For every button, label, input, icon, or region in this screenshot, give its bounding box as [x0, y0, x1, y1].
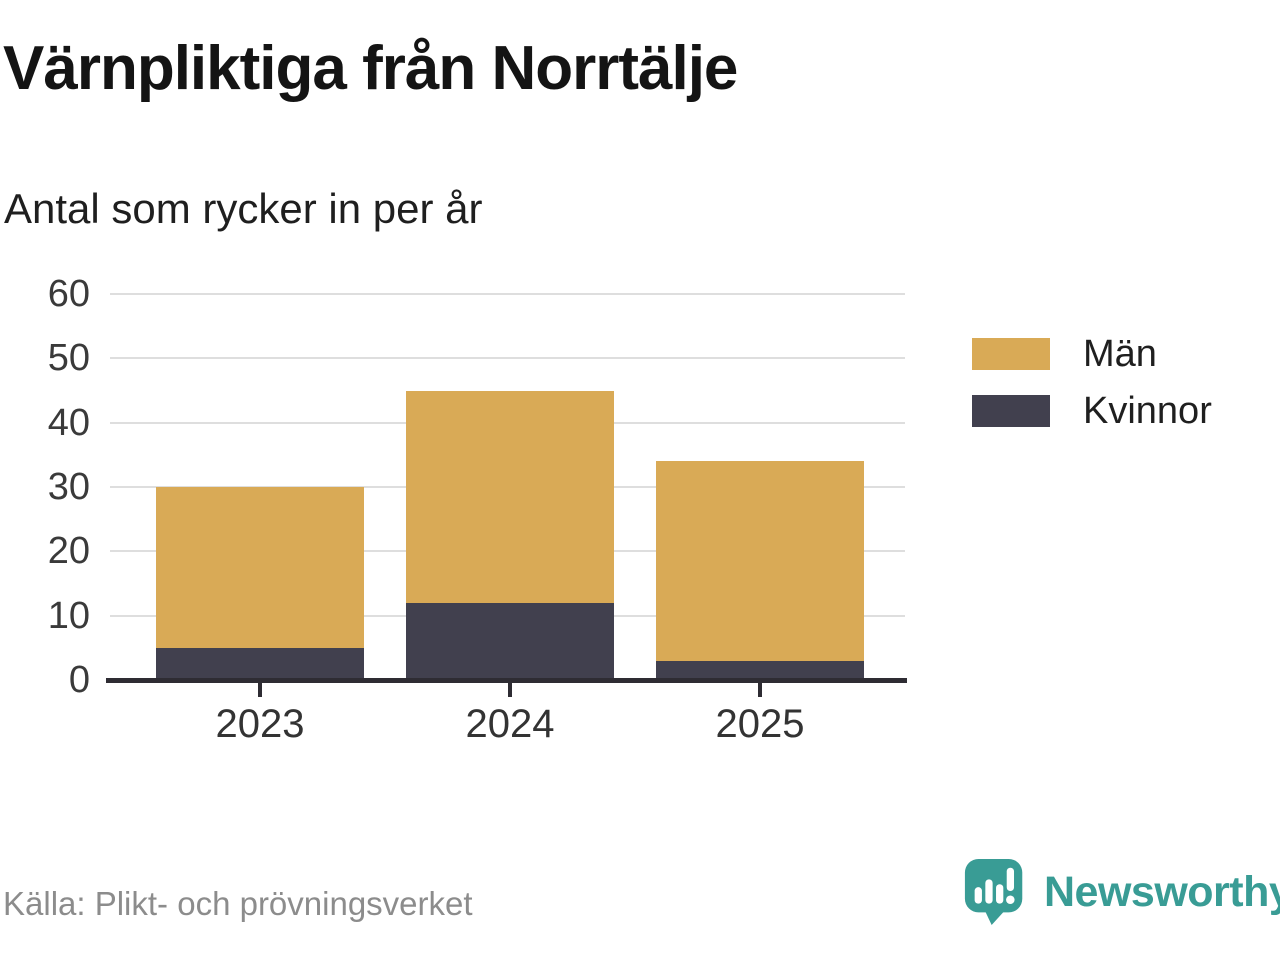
- y-tick-label-60: 60: [47, 273, 90, 315]
- legend-swatch-män: [972, 338, 1050, 370]
- legend-label-män: Män: [1083, 333, 1157, 375]
- gridline-50: [110, 357, 905, 360]
- y-tick-label-50: 50: [47, 337, 90, 380]
- brand-name: Newsworthy: [1044, 868, 1280, 916]
- legend-label-kvinnor: Kvinnor: [1083, 390, 1212, 432]
- bar-2024-man: [406, 390, 614, 603]
- y-tick-label-40: 40: [47, 401, 90, 444]
- legend-swatch-kvinnor: [972, 395, 1050, 427]
- bar-2025-man: [656, 461, 864, 661]
- x-tick-2025: [758, 683, 762, 697]
- bar-2024-kvinnor: [406, 602, 614, 680]
- x-tick-2023: [258, 683, 262, 697]
- y-tick-label-30: 30: [47, 466, 90, 508]
- x-tick-label-2023: 2023: [215, 702, 305, 746]
- legend-item-män: Män: [972, 333, 1157, 375]
- y-tick-label-0: 0: [68, 659, 90, 701]
- x-tick-label-2025: 2025: [715, 702, 805, 746]
- y-tick-label-20: 20: [47, 530, 90, 573]
- newsworthy-brand: Newsworthy: [962, 856, 1280, 928]
- x-axis-line: [106, 678, 907, 683]
- bar-2023-man: [156, 487, 364, 648]
- source-text: Källa: Plikt- och prövningsverket: [3, 885, 473, 922]
- bar-2025-kvinnor: [656, 660, 864, 680]
- newsworthy-logo-icon: [964, 858, 1023, 926]
- chart-title: Värnpliktiga från Norrtälje: [3, 34, 738, 103]
- bar-2023-kvinnor: [156, 647, 364, 680]
- x-tick-2024: [508, 683, 512, 697]
- x-tick-label-2024: 2024: [465, 702, 555, 746]
- gridline-60: [110, 293, 905, 295]
- chart-subtitle: Antal som rycker in per år: [4, 185, 483, 232]
- y-tick-label-10: 10: [47, 594, 90, 637]
- legend-item-kvinnor: Kvinnor: [972, 390, 1212, 432]
